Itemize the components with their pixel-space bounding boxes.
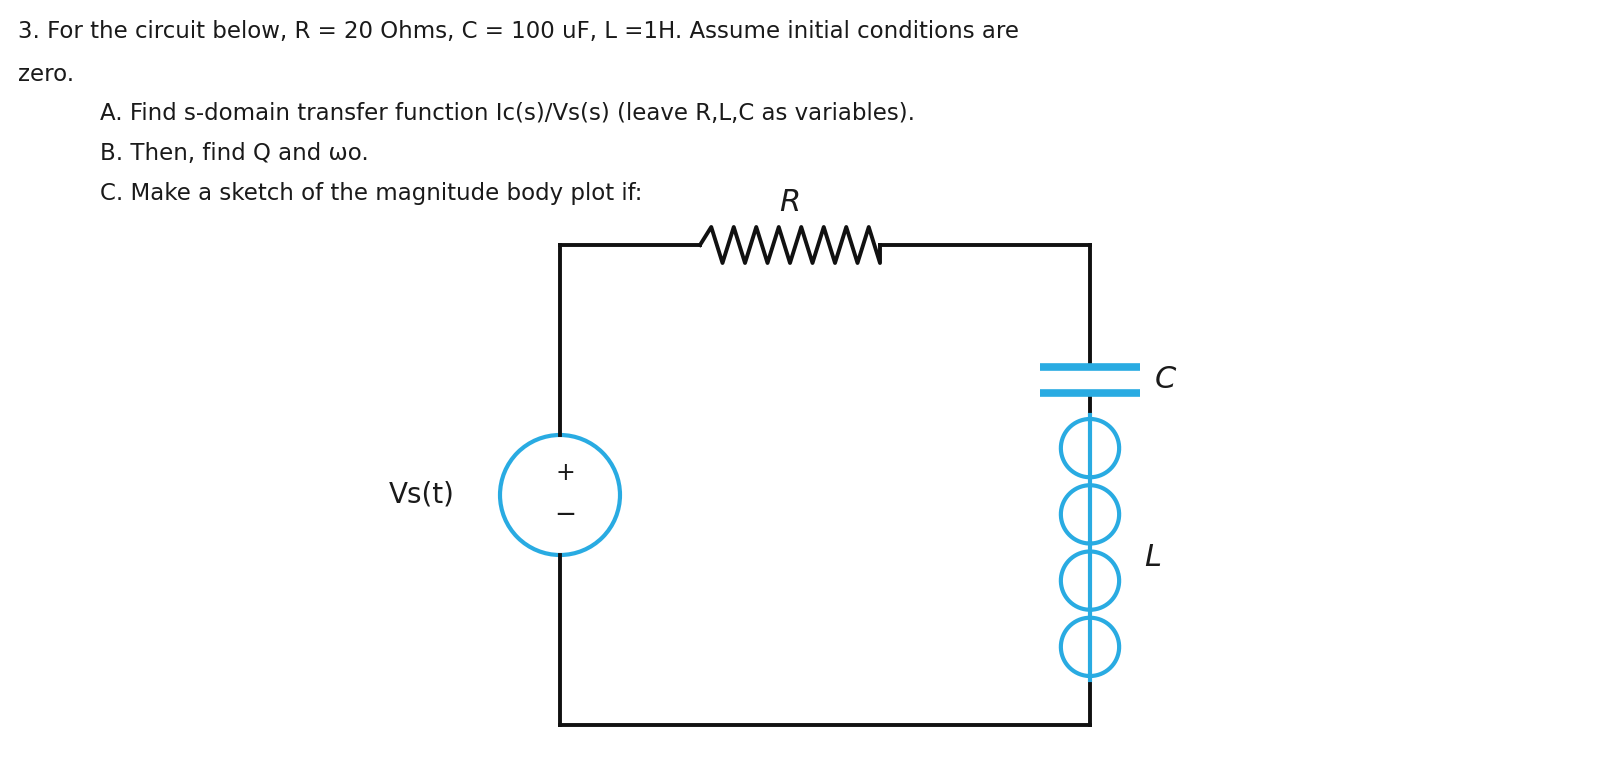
Text: L: L <box>1144 543 1160 572</box>
Text: 3. For the circuit below, R = 20 Ohms, C = 100 uF, L =1H. Assume initial conditi: 3. For the circuit below, R = 20 Ohms, C… <box>18 20 1019 43</box>
Text: C. Make a sketch of the magnitude body plot if:: C. Make a sketch of the magnitude body p… <box>100 182 642 205</box>
Text: −: − <box>554 502 576 528</box>
Text: +: + <box>555 461 575 485</box>
Text: C: C <box>1156 366 1176 395</box>
Text: B. Then, find Q and ωo.: B. Then, find Q and ωo. <box>100 142 369 165</box>
Text: Vs(t): Vs(t) <box>388 481 454 509</box>
Text: A. Find s-domain transfer function Ic(s)/Vs(s) (leave R,L,C as variables).: A. Find s-domain transfer function Ic(s)… <box>100 102 915 125</box>
Text: zero.: zero. <box>18 63 74 86</box>
Text: R: R <box>780 188 801 217</box>
